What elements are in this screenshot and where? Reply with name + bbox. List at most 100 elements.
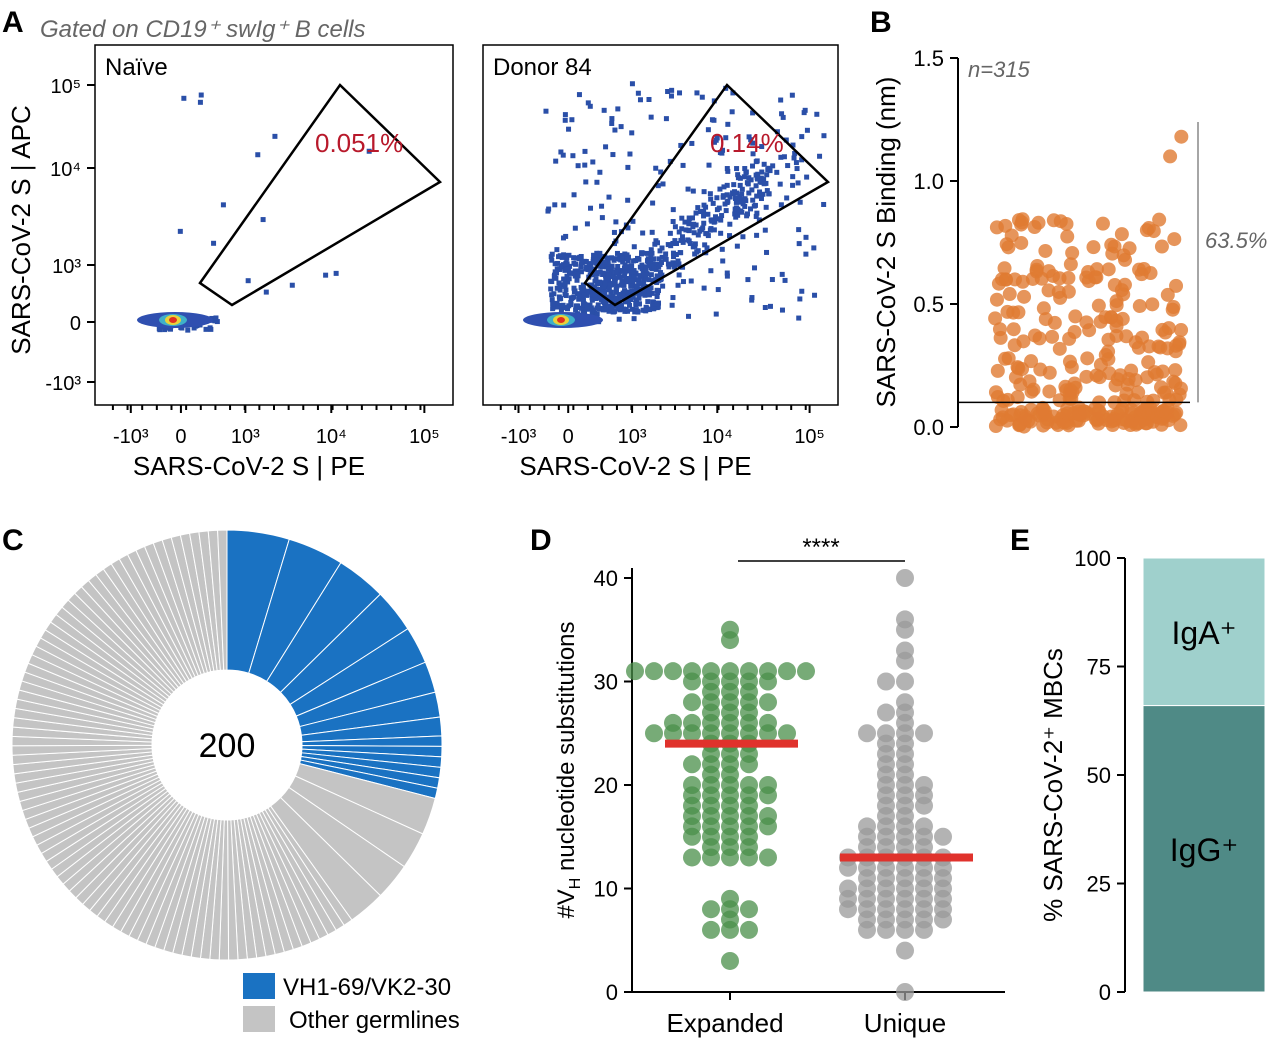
event-dot: [607, 282, 613, 288]
event-dot: [634, 308, 640, 314]
event-dot: [754, 232, 760, 238]
event-dot: [549, 257, 555, 263]
b-dot: [1060, 406, 1075, 421]
b-dot: [1017, 289, 1032, 304]
event-dot: [695, 248, 701, 254]
b-dot: [1116, 248, 1131, 263]
event-dot: [795, 180, 801, 186]
event-dot: [732, 211, 738, 217]
event-dot: [690, 188, 696, 194]
event-dot: [679, 215, 685, 221]
event-dot: [563, 260, 569, 266]
d-dot: [740, 900, 758, 919]
event-dot: [599, 215, 605, 221]
d-dot: [858, 724, 876, 743]
event-dot: [817, 153, 823, 159]
d-dot: [915, 724, 933, 743]
event-dot: [625, 254, 631, 260]
event-dot: [659, 254, 665, 260]
event-dot: [622, 269, 628, 275]
event-dot: [781, 154, 787, 160]
b-dot: [993, 330, 1008, 345]
event-dot: [750, 197, 756, 203]
event-dot: [595, 280, 601, 286]
event-dot: [682, 219, 688, 225]
event-dot: [560, 235, 566, 241]
d-dot: [626, 662, 644, 681]
event-dot: [570, 153, 576, 159]
b-dot: [1046, 409, 1061, 424]
event-dot: [601, 284, 607, 290]
event-dot: [653, 238, 659, 244]
event-dot: [585, 100, 591, 106]
event-dot: [260, 217, 266, 223]
d-dot: [740, 920, 758, 939]
event-dot: [602, 259, 608, 265]
x-tick-label: 10⁴: [702, 426, 733, 448]
b-dot: [1174, 323, 1189, 338]
event-dot: [181, 95, 187, 101]
b-dot: [997, 261, 1012, 276]
event-dot: [563, 287, 569, 293]
b-dot: [1141, 221, 1156, 236]
d-y-tick-label: 30: [594, 670, 618, 695]
event-dot: [797, 296, 803, 302]
b-dot: [1161, 413, 1176, 428]
event-dot: [737, 199, 743, 205]
event-dot: [701, 202, 707, 208]
b-dot: [1029, 262, 1044, 277]
event-dot: [678, 142, 684, 148]
event-dot: [673, 251, 679, 257]
event-dot: [790, 142, 796, 148]
event-dot: [550, 306, 556, 312]
b-dot: [1014, 235, 1029, 250]
event-dot: [654, 305, 660, 311]
d-dot: [702, 900, 720, 919]
event-dot: [796, 227, 802, 233]
event-dot: [790, 174, 796, 180]
b-dot: [989, 292, 1004, 307]
b-dot: [1103, 310, 1118, 325]
event-dot: [777, 181, 783, 187]
event-dot: [718, 230, 724, 236]
event-dot: [657, 270, 663, 276]
event-dot: [566, 126, 572, 132]
event-dot: [659, 272, 665, 278]
event-dot: [625, 289, 631, 295]
y-tick-label: 10⁴: [50, 159, 81, 181]
event-dot: [602, 299, 608, 305]
event-dot: [592, 271, 598, 277]
event-dot: [613, 219, 619, 225]
event-dot: [592, 284, 598, 290]
event-dot: [785, 163, 791, 169]
b-dot: [1007, 338, 1022, 353]
event-dot: [641, 288, 647, 294]
event-dot: [613, 287, 619, 293]
event-dot: [603, 307, 609, 313]
event-dot: [622, 264, 628, 270]
event-dot: [582, 162, 588, 168]
event-dot: [669, 302, 675, 308]
event-dot: [749, 187, 755, 193]
event-dot: [670, 295, 676, 301]
event-dot: [727, 233, 733, 239]
event-dot: [647, 307, 653, 313]
event-dot: [753, 183, 759, 189]
d-dot: [759, 724, 777, 743]
event-dot: [557, 266, 563, 272]
b-y-tick-label: 1.0: [913, 169, 944, 194]
panel-label-c: C: [2, 524, 24, 557]
event-dot: [821, 201, 827, 207]
event-dot: [738, 208, 744, 214]
b-dot: [1038, 312, 1053, 327]
event-dot: [686, 313, 692, 319]
event-dot: [640, 307, 646, 313]
event-dot: [612, 127, 618, 133]
d-dot: [877, 672, 895, 691]
event-dot: [636, 301, 642, 307]
event-dot: [748, 137, 754, 143]
event-dot: [748, 206, 754, 212]
event-dot: [569, 117, 575, 123]
event-dot: [630, 218, 636, 224]
event-dot: [701, 189, 707, 195]
